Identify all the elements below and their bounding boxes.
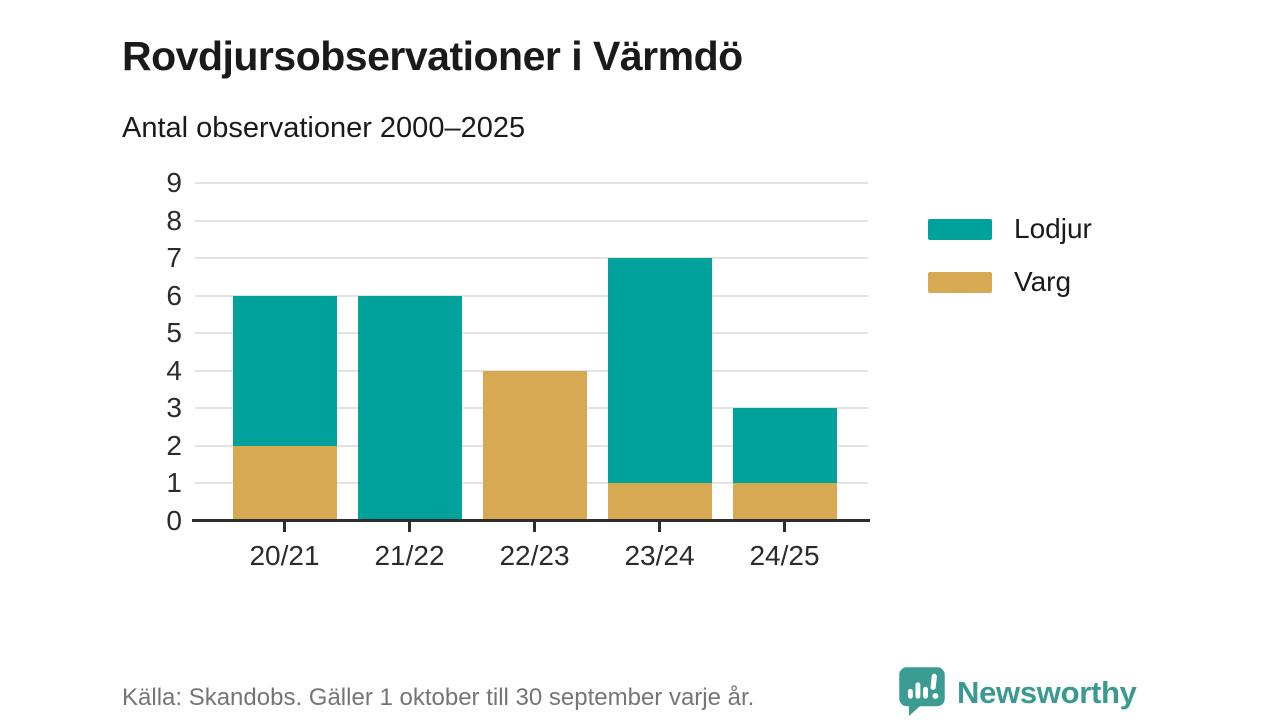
x-tick-mark-20/21 [283, 522, 286, 532]
y-tick-label-1: 1 [166, 467, 182, 499]
bar-segment-lodjur-21/22 [357, 295, 462, 521]
legend-item-varg: Varg [928, 268, 1092, 296]
x-tick-mark-21/22 [408, 522, 411, 532]
legend-item-lodjur: Lodjur [928, 215, 1092, 243]
y-tick-label-5: 5 [166, 317, 182, 349]
x-tick-label-22/23: 22/23 [499, 540, 570, 571]
source-note: Källa: Skandobs. Gäller 1 oktober till 3… [122, 684, 755, 711]
y-tick-label-4: 4 [166, 354, 182, 386]
legend-label: Lodjur [1014, 213, 1092, 244]
lodjur-swatch-icon [928, 218, 992, 240]
x-tick-label-23/24: 23/24 [624, 540, 695, 571]
y-tick-label-8: 8 [166, 204, 182, 236]
gridline-5 [195, 332, 868, 335]
y-tick-label-0: 0 [166, 505, 182, 536]
x-tick-mark-22/23 [533, 522, 536, 532]
legend: Lodjur Varg [928, 215, 1092, 321]
x-axis-line [192, 519, 870, 522]
brand-logo: Newsworthy [896, 664, 1137, 720]
brand-name: Newsworthy [957, 674, 1137, 710]
x-tick-mark-24/25 [783, 522, 786, 532]
x-tick-label-20/21: 20/21 [249, 540, 320, 571]
x-tick-label-24/25: 24/25 [749, 540, 820, 571]
chart-subtitle: Antal observationer 2000–2025 [122, 112, 526, 144]
plot-area [195, 182, 868, 521]
bar-segment-lodjur-24/25 [732, 408, 837, 484]
bar-segment-varg-20/21 [232, 445, 337, 521]
chart-title: Rovdjursobservationer i Värmdö [122, 33, 743, 80]
legend-label: Varg [1014, 266, 1072, 297]
newsworthy-speech-bubble-chart-icon [896, 664, 948, 720]
varg-swatch-icon [928, 271, 992, 293]
y-tick-label-2: 2 [166, 429, 182, 461]
gridline-6 [195, 294, 868, 297]
gridline-9 [195, 182, 868, 184]
bar-segment-lodjur-20/21 [232, 295, 337, 446]
bar-segment-lodjur-23/24 [607, 258, 712, 484]
bar-segment-varg-23/24 [607, 483, 712, 521]
y-tick-label-3: 3 [166, 392, 182, 424]
gridline-8 [195, 219, 868, 222]
x-tick-label-21/22: 21/22 [374, 540, 445, 571]
y-tick-label-9: 9 [166, 167, 182, 198]
x-tick-mark-23/24 [658, 522, 661, 532]
bar-segment-varg-22/23 [482, 370, 587, 521]
gridline-7 [195, 257, 868, 260]
bar-segment-varg-24/25 [732, 483, 837, 521]
y-tick-label-7: 7 [166, 242, 182, 274]
y-tick-label-6: 6 [166, 279, 182, 311]
gridline-4 [195, 369, 868, 372]
